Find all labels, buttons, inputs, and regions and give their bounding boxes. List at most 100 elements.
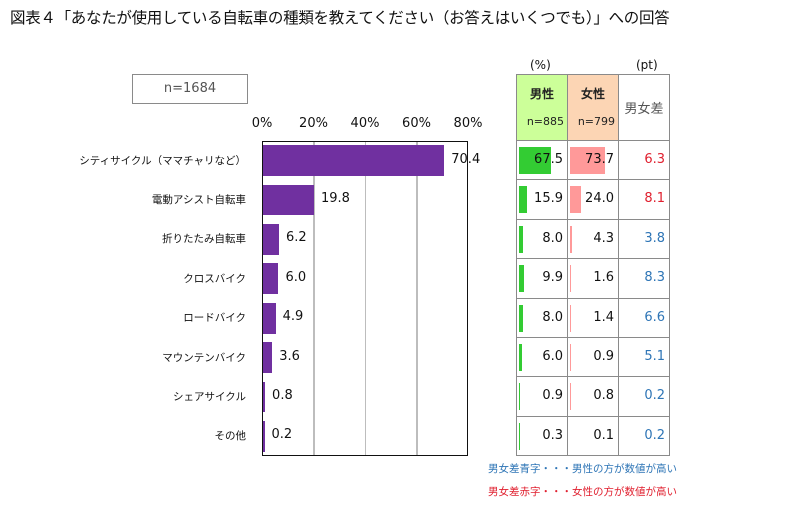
category-label: シティサイクル（ママチャリなど）: [79, 154, 246, 167]
table-row: 8.0 4.3 3.8: [516, 218, 670, 260]
bar: [263, 302, 276, 334]
female-cell: 0.8: [567, 376, 619, 417]
bar: [263, 381, 266, 413]
diff-value: 0.2: [644, 388, 665, 404]
male-value: 15.9: [534, 191, 563, 207]
male-cell: 67.5: [516, 139, 568, 181]
female-cell: 73.7: [567, 139, 619, 181]
header-male-label: 男性: [529, 87, 554, 101]
table-header-row: 男性 n=885 女性 n=799 男女差: [516, 74, 670, 141]
male-value: 67.5: [534, 152, 563, 167]
male-cell: 9.9: [516, 258, 568, 299]
gridline: [364, 142, 366, 455]
male-value: 0.3: [542, 427, 563, 443]
female-data-bar: [570, 265, 571, 293]
table-row: 15.9 24.0 8.1: [516, 179, 670, 220]
diff-value: 5.1: [644, 348, 665, 364]
diff-value: 8.3: [644, 270, 665, 286]
unit-percent-label: (%): [530, 58, 551, 72]
table-row: 6.0 0.9 5.1: [516, 336, 670, 378]
bar: [263, 420, 265, 452]
female-cell: 1.4: [567, 297, 619, 338]
female-cell: 1.6: [567, 258, 619, 299]
male-cell: 0.3: [516, 415, 568, 457]
value-label: 3.6: [279, 348, 300, 364]
header-diff: 男女差: [618, 74, 670, 141]
female-cell: 24.0: [567, 179, 619, 220]
note-red: 男女差赤字・・・女性の方が数値が高い: [488, 486, 677, 498]
category-label: その他: [214, 430, 247, 443]
figure-title: 図表４「あなたが使用している自転車の種類を教えてください（お答えはいくつでも）」…: [10, 9, 670, 27]
gridline: [313, 142, 315, 455]
female-cell: 0.9: [567, 336, 619, 378]
male-data-bar: [519, 225, 523, 253]
female-cell: 4.3: [567, 218, 619, 260]
male-value: 8.0: [542, 309, 563, 325]
female-value: 0.9: [593, 348, 614, 364]
value-label: 0.2: [271, 427, 293, 443]
gridline: [416, 142, 418, 455]
male-data-bar: [519, 265, 524, 293]
female-value: 0.1: [593, 427, 614, 443]
diff-cell: 8.1: [618, 179, 670, 220]
female-cell: 0.1: [567, 415, 619, 457]
bar: [263, 263, 279, 295]
bar: [263, 145, 445, 177]
male-cell: 6.0: [516, 336, 568, 378]
female-data-bar: [570, 225, 573, 253]
male-data-bar: [519, 304, 523, 332]
category-label: シェアサイクル: [173, 390, 246, 403]
male-data-bar: [519, 147, 552, 174]
male-cell: 15.9: [516, 179, 568, 220]
x-tick-label: 80%: [453, 116, 483, 131]
value-label: 6.0: [285, 269, 307, 285]
x-tick-label: 60%: [402, 116, 431, 131]
gender-comparison-table: 男性 n=885 女性 n=799 男女差 67.5 73.7 6.3 15.9 24.…: [516, 74, 670, 457]
female-data-bar: [570, 147, 605, 174]
table-row: 67.5 73.7 6.3: [516, 139, 670, 181]
male-cell: 8.0: [516, 218, 568, 260]
header-female-n: n=799: [577, 115, 615, 128]
diff-cell: 0.2: [618, 376, 670, 417]
header-male-n: n=885: [526, 115, 564, 128]
female-data-bar: [570, 186, 582, 214]
category-label: マウンテンバイク: [162, 351, 246, 364]
bar: [263, 224, 279, 255]
sample-size-box: n=1684: [132, 74, 248, 104]
diff-cell: 6.3: [618, 139, 670, 181]
female-data-bar: [570, 304, 571, 332]
diff-cell: 5.1: [618, 336, 670, 378]
x-tick-label: 40%: [350, 116, 380, 131]
category-label: クロスバイク: [183, 272, 246, 285]
diff-value: 8.1: [644, 191, 665, 207]
diff-cell: 8.3: [618, 258, 670, 299]
category-label: 電動アシスト自転車: [151, 194, 246, 207]
header-female: 女性 n=799: [567, 74, 619, 141]
female-value: 1.6: [593, 270, 614, 286]
unit-pt-label: (pt): [636, 58, 658, 72]
value-label: 4.9: [282, 309, 304, 325]
value-label: 70.4: [451, 151, 481, 167]
note-blue: 男女差青字・・・男性の方が数値が高い: [488, 463, 677, 475]
bar: [263, 342, 273, 373]
female-value: 24.0: [585, 191, 614, 207]
plot-area: [262, 141, 468, 456]
header-female-label: 女性: [580, 87, 605, 101]
male-value: 8.0: [542, 230, 563, 246]
table-row: 0.9 0.8 0.2: [516, 376, 670, 417]
table-row: 0.3 0.1 0.2: [516, 415, 670, 457]
male-value: 9.9: [542, 270, 563, 286]
female-value: 73.7: [585, 152, 614, 167]
table-row: 9.9 1.6 8.3: [516, 258, 670, 299]
male-value: 0.9: [542, 388, 563, 404]
x-tick-label: 20%: [299, 116, 328, 131]
diff-value: 6.3: [644, 152, 665, 167]
header-male: 男性 n=885: [516, 74, 568, 141]
bar: [263, 184, 314, 216]
diff-value: 0.2: [644, 427, 665, 443]
value-label: 0.8: [272, 387, 293, 403]
male-data-bar: [519, 343, 522, 371]
category-label: 折りたたみ自転車: [162, 233, 246, 246]
diff-cell: 3.8: [618, 218, 670, 260]
value-label: 6.2: [285, 230, 307, 246]
